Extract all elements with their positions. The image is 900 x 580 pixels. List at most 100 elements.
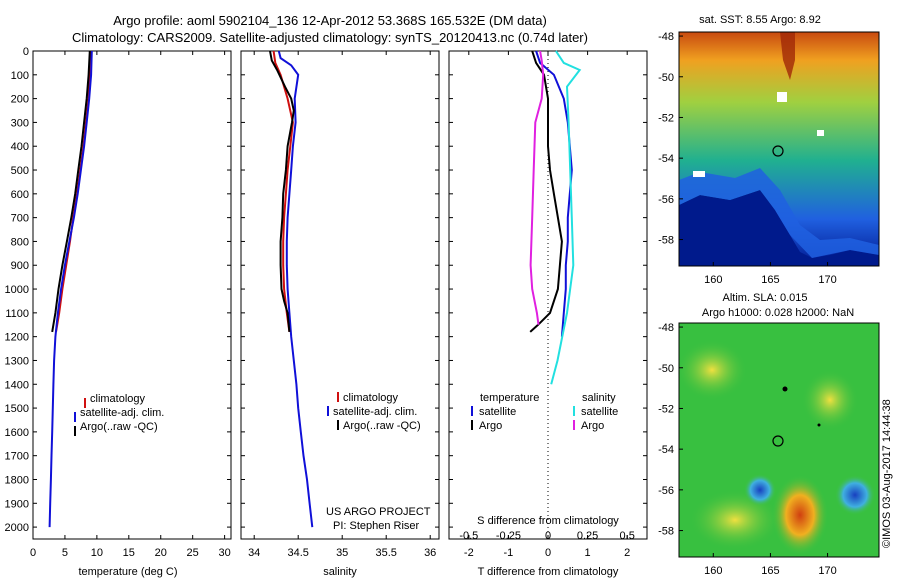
salinity-satellite-line	[550, 50, 582, 385]
satellite-adj-clim--line	[48, 50, 93, 528]
s-tick-label: -0.5	[459, 530, 478, 542]
figure-title-line1: Argo profile: aoml 5902104_136 12-Apr-20…	[113, 13, 547, 28]
x-tick-label: 36	[424, 547, 436, 559]
s-difference-label: S difference from climatology	[477, 515, 619, 527]
lat-tick-label: -58	[658, 526, 674, 538]
argo-raw-qc--line	[51, 50, 91, 333]
x-tick-label: 25	[187, 547, 199, 559]
depth-tick-label: 1200	[5, 332, 29, 344]
imos-credit: ©IMOS 03-Aug-2017 14:44:38	[881, 399, 893, 548]
x-tick-label: -2	[464, 547, 474, 559]
sla-map: Altim. SLA: 0.015 Argo h1000: 0.028 h200…	[658, 292, 880, 577]
salinity-argo-line	[529, 50, 545, 325]
legend-satellite-adj: satellite-adj. clim.	[333, 406, 417, 418]
lon-tick-label: 165	[761, 565, 779, 577]
argo-location-marker	[772, 145, 784, 157]
depth-tick-label: 900	[11, 260, 29, 272]
depth-tick-label: 400	[11, 141, 29, 153]
difference-panel: -2 -1 0 1 2 S difference from climatology -0…	[448, 50, 648, 578]
depth-tick-label: 2000	[5, 522, 29, 534]
depth-tick-label: 1000	[5, 284, 29, 296]
lat-tick-label: -54	[658, 153, 674, 165]
depth-tick-label: 0	[23, 46, 29, 58]
lon-tick-label: 160	[704, 565, 722, 577]
salinity-panel: 34 34.5 35 35.5 36 salinity climatology sate…	[240, 50, 440, 578]
depth-tick-label: 1800	[5, 474, 29, 486]
t-difference-label: T difference from climatology	[478, 566, 619, 578]
x-tick-label: 34	[248, 547, 260, 559]
temperature-argo-line	[529, 50, 563, 333]
sla-map-title-line1: Altim. SLA: 0.015	[723, 292, 808, 304]
depth-tick-label: 1600	[5, 427, 29, 439]
depth-tick-label: 1900	[5, 498, 29, 510]
depth-tick-label: 800	[11, 236, 29, 248]
x-tick-label: 2	[624, 547, 630, 559]
legend-satellite-adj: satellite-adj. clim.	[80, 407, 164, 419]
lat-tick-label: -48	[658, 31, 674, 43]
cold-water-region	[679, 190, 879, 266]
legend-sal-satellite: satellite	[581, 406, 618, 418]
lon-tick-label: 170	[818, 274, 836, 286]
temperature-axis-label: temperature (deg C)	[78, 566, 177, 578]
depth-tick-label: 300	[11, 117, 29, 129]
s-tick-label: -0.25	[496, 530, 521, 542]
lon-tick-label: 170	[818, 565, 836, 577]
lat-tick-label: -56	[658, 194, 674, 206]
argo-location-marker	[772, 435, 784, 447]
salinity-axis-label: salinity	[323, 566, 357, 578]
legend-argo: Argo(..raw -QC)	[80, 421, 158, 433]
depth-tick-label: 1100	[5, 308, 29, 320]
satellite-adj-clim--line	[277, 50, 314, 528]
lon-tick-label: 160	[704, 274, 722, 286]
legend-climatology: climatology	[343, 392, 399, 404]
s-tick-label: 0	[545, 530, 551, 542]
depth-tick-label: 200	[11, 94, 29, 106]
s-tick-label: 0.5	[620, 530, 635, 542]
lat-tick-label: -48	[658, 322, 674, 334]
project-annotation: US ARGO PROJECT	[326, 506, 431, 518]
depth-tick-label: 1500	[5, 403, 29, 415]
difference-legend: temperature salinity satellite Argo sate…	[471, 392, 618, 432]
depth-tick-label: 500	[11, 165, 29, 177]
x-tick-label: -1	[504, 547, 514, 559]
legend-temp-argo: Argo	[479, 420, 502, 432]
lat-tick-label: -54	[658, 444, 674, 456]
sla-map-title-line2: Argo h1000: 0.028 h2000: NaN	[702, 307, 854, 319]
sst-map: sat. SST: 8.55 Argo: 8.92 160 165 170 -48 -5…	[658, 14, 880, 286]
figure-title-line2: Climatology: CARS2009. Satellite-adjuste…	[72, 30, 588, 45]
legend-argo: Argo(..raw -QC)	[343, 420, 421, 432]
x-tick-label: 1	[585, 547, 591, 559]
x-tick-label: 0	[30, 547, 36, 559]
lat-tick-label: -50	[658, 363, 674, 375]
temperature-panel: 0100200300400500600700800900100011001200…	[5, 46, 232, 578]
depth-tick-label: 1400	[5, 379, 29, 391]
x-tick-label: 35.5	[375, 547, 396, 559]
x-tick-label: 0	[545, 547, 551, 559]
x-tick-label: 5	[62, 547, 68, 559]
pi-annotation: PI: Stephen Riser	[333, 520, 420, 532]
lat-tick-label: -52	[658, 112, 674, 124]
legend-sal-argo: Argo	[581, 420, 604, 432]
depth-tick-label: 600	[11, 189, 29, 201]
s-tick-label: 0.25	[577, 530, 598, 542]
lat-tick-label: -56	[658, 485, 674, 497]
lat-tick-label: -50	[658, 72, 674, 84]
depth-tick-label: 700	[11, 213, 29, 225]
x-tick-label: 15	[123, 547, 135, 559]
x-tick-label: 20	[155, 547, 167, 559]
argo-raw-qc--line	[269, 50, 295, 332]
x-tick-label: 10	[91, 547, 103, 559]
legend-climatology: climatology	[90, 393, 146, 405]
legend-salinity-header: salinity	[582, 392, 616, 404]
x-tick-label: 30	[218, 547, 230, 559]
lat-tick-label: -58	[658, 235, 674, 247]
legend-temp-satellite: satellite	[479, 406, 516, 418]
depth-tick-label: 100	[11, 70, 29, 82]
lon-tick-label: 165	[761, 274, 779, 286]
legend-temperature-header: temperature	[480, 392, 539, 404]
sst-map-title: sat. SST: 8.55 Argo: 8.92	[699, 14, 821, 26]
x-tick-label: 35	[336, 547, 348, 559]
salinity-legend: climatology satellite-adj. clim. Argo(..…	[327, 392, 421, 432]
depth-tick-label: 1300	[5, 355, 29, 367]
